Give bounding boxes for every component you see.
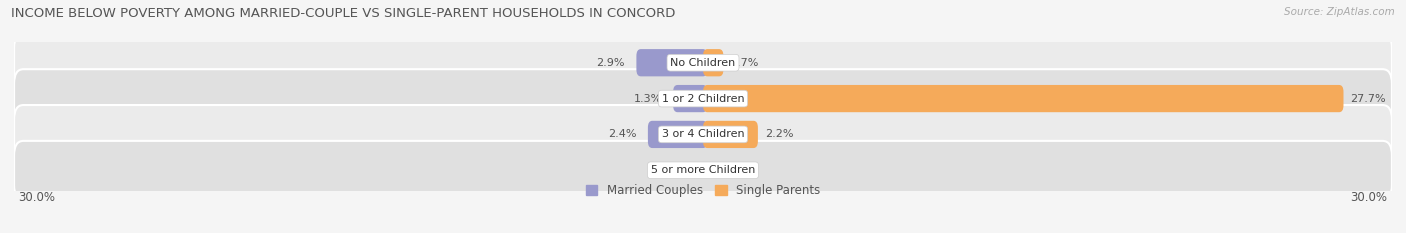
Text: 1 or 2 Children: 1 or 2 Children	[662, 94, 744, 104]
FancyBboxPatch shape	[673, 85, 707, 112]
Text: 0.0%: 0.0%	[714, 165, 742, 175]
FancyBboxPatch shape	[14, 69, 1392, 128]
Text: 2.9%: 2.9%	[596, 58, 624, 68]
Legend: Married Couples, Single Parents: Married Couples, Single Parents	[586, 184, 820, 197]
FancyBboxPatch shape	[637, 49, 707, 76]
Text: 0.0%: 0.0%	[664, 165, 692, 175]
FancyBboxPatch shape	[14, 33, 1392, 92]
Text: 1.3%: 1.3%	[634, 94, 662, 104]
Text: 2.4%: 2.4%	[607, 129, 637, 139]
FancyBboxPatch shape	[703, 49, 724, 76]
Text: 27.7%: 27.7%	[1351, 94, 1386, 104]
Text: 3 or 4 Children: 3 or 4 Children	[662, 129, 744, 139]
FancyBboxPatch shape	[703, 121, 758, 148]
Text: 2.2%: 2.2%	[765, 129, 793, 139]
Text: No Children: No Children	[671, 58, 735, 68]
Text: Source: ZipAtlas.com: Source: ZipAtlas.com	[1284, 7, 1395, 17]
FancyBboxPatch shape	[703, 85, 1344, 112]
FancyBboxPatch shape	[14, 105, 1392, 164]
Text: 30.0%: 30.0%	[1350, 191, 1388, 204]
Text: INCOME BELOW POVERTY AMONG MARRIED-COUPLE VS SINGLE-PARENT HOUSEHOLDS IN CONCORD: INCOME BELOW POVERTY AMONG MARRIED-COUPL…	[11, 7, 676, 20]
FancyBboxPatch shape	[14, 141, 1392, 200]
Text: 0.7%: 0.7%	[731, 58, 759, 68]
Text: 30.0%: 30.0%	[18, 191, 56, 204]
Text: 5 or more Children: 5 or more Children	[651, 165, 755, 175]
FancyBboxPatch shape	[648, 121, 707, 148]
